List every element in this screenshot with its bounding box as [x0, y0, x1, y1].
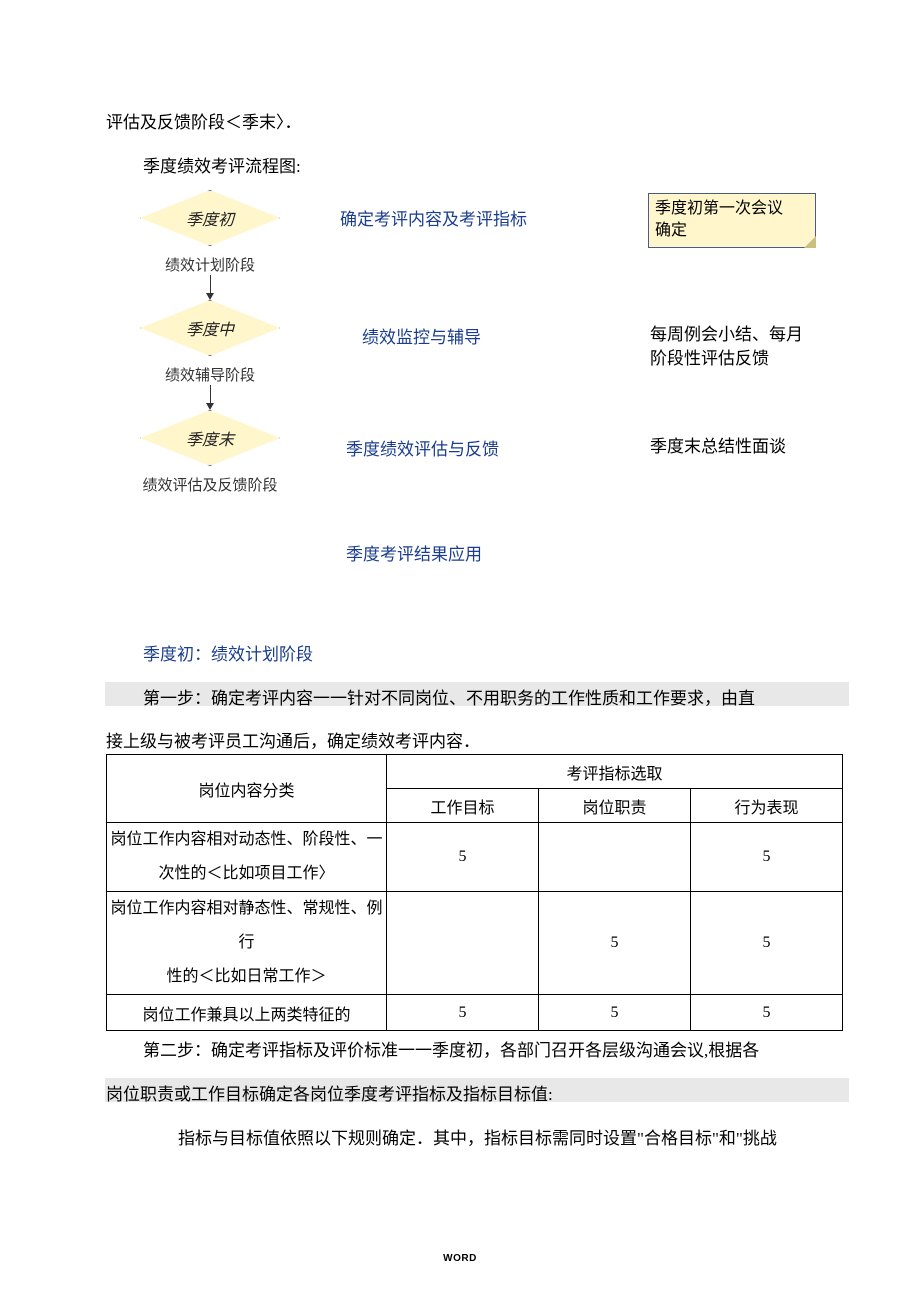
- connector-1: [210, 275, 211, 293]
- step2-cont: 指标与目标值依照以下规则确定．其中，指标目标需同时设置"合格目标"和"挑战: [178, 1124, 777, 1149]
- row3-label: 岗位工作兼具以上两类特征的: [107, 995, 387, 1031]
- criteria-table: 岗位内容分类 考评指标选取 工作目标 岗位职责 行为表现 岗位工作内容相对动态性…: [106, 754, 843, 1031]
- arrow-2: [206, 403, 214, 410]
- row2-l1: 岗位工作内容相对静态性、常规性、例行: [110, 900, 382, 951]
- th-sub-2: 岗位职责: [539, 789, 691, 823]
- arrow-1: [206, 293, 214, 300]
- note-line-2: 确定: [655, 222, 687, 239]
- stage-label-1: 绩效计划阶段: [110, 254, 310, 275]
- diamond-node-2: 季度中: [140, 300, 280, 356]
- row2-c3: 5: [691, 892, 843, 995]
- step1-cont: 接上级与被考评员工沟通后，确定绩效考评内容．: [106, 727, 480, 752]
- flowchart: 季度初 绩效计划阶段 季度中 绩效辅导阶段 季度末 绩效评估及反馈阶段: [110, 190, 310, 495]
- row1-c3: 5: [691, 823, 843, 892]
- th-sub-3: 行为表现: [691, 789, 843, 823]
- note-box: 季度初第一次会议 确定: [648, 193, 816, 248]
- diamond-label-3: 季度末: [186, 426, 234, 450]
- step2-highlight-text: 岗位职责或工作目标确定各岗位季度考评指标及指标目标值:: [106, 1080, 553, 1105]
- row1-label: 岗位工作内容相对动态性、阶段性、一 次性的＜比如项目工作〉: [107, 823, 387, 892]
- step1-highlight-text: 第一步：确定考评内容一一针对不同岗位、不用职务的工作性质和工作要求，由直: [143, 684, 755, 709]
- row3-c3: 5: [691, 995, 843, 1031]
- row3-c1: 5: [387, 995, 539, 1031]
- section-heading: 季度初：绩效计划阶段: [143, 640, 313, 665]
- row2-c2: 5: [539, 892, 691, 995]
- right-label-3: 季度末总结性面谈: [650, 432, 786, 457]
- row2-l2: 性的＜比如日常工作＞: [166, 968, 326, 985]
- diamond-label-2: 季度中: [186, 316, 234, 340]
- row2-c1: [387, 892, 539, 995]
- row1-l2: 次性的＜比如项目工作〉: [158, 865, 334, 882]
- right-label-2b: 阶段性评估反馈: [650, 344, 769, 369]
- intro-line-1: 评估及反馈阶段＜季末〉．: [106, 108, 302, 133]
- diamond-node-3: 季度末: [140, 410, 280, 466]
- row1-c1: 5: [387, 823, 539, 892]
- th-col1: 岗位内容分类: [107, 755, 387, 823]
- mid-label-2: 绩效监控与辅导: [362, 323, 481, 348]
- stage-label-2: 绩效辅导阶段: [110, 364, 310, 385]
- connector-2: [210, 385, 211, 403]
- diamond-label-1: 季度初: [186, 206, 234, 230]
- stage-label-3: 绩效评估及反馈阶段: [110, 474, 310, 495]
- intro-line-2: 季度绩效考评流程图:: [143, 152, 301, 177]
- mid-label-1: 确定考评内容及考评指标: [340, 205, 527, 230]
- mid-label-4: 季度考评结果应用: [346, 540, 482, 565]
- th-sub-1: 工作目标: [387, 789, 539, 823]
- note-line-1: 季度初第一次会议: [655, 200, 783, 217]
- step2-line1: 第二步：确定考评指标及评价标准一一季度初，各部门召开各层级沟通会议,根据各: [143, 1036, 759, 1061]
- footer: WORD: [0, 1253, 920, 1264]
- th-group: 考评指标选取: [387, 755, 843, 789]
- diamond-node-1: 季度初: [140, 190, 280, 246]
- mid-label-3: 季度绩效评估与反馈: [346, 435, 499, 460]
- right-label-2a: 每周例会小结、每月: [650, 320, 803, 345]
- row3-c2: 5: [539, 995, 691, 1031]
- row2-label: 岗位工作内容相对静态性、常规性、例行 性的＜比如日常工作＞: [107, 892, 387, 995]
- row1-c2: [539, 823, 691, 892]
- row1-l1: 岗位工作内容相对动态性、阶段性、一: [110, 831, 382, 848]
